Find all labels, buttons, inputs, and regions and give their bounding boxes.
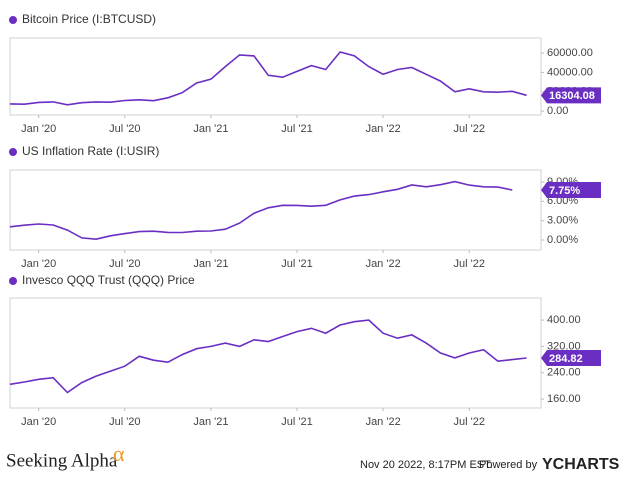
x-tick-label: Jan '22: [366, 123, 401, 135]
brand: Seeking Alpha: [6, 450, 118, 471]
last-value-box: [541, 349, 601, 366]
x-tick-label: Jan '20: [21, 416, 56, 428]
x-tick-label: Jul '22: [454, 416, 485, 428]
x-tick-label: Jan '20: [21, 123, 56, 135]
x-tick-label: Jul '21: [281, 123, 312, 135]
legend-label: Bitcoin Price (I:BTCUSD): [22, 12, 156, 26]
x-tick-label: Jul '20: [109, 416, 140, 428]
x-tick-label: Jul '20: [109, 123, 140, 135]
y-tick-label: 240.00: [547, 367, 581, 379]
y-tick-label: 3.00%: [547, 215, 578, 227]
last-value-label: 16304.08: [549, 90, 595, 102]
timestamp: Nov 20 2022, 8:17PM EST.: [360, 459, 493, 471]
y-tick-label: 6.00%: [547, 195, 578, 207]
x-tick-label: Jan '21: [193, 123, 228, 135]
y-tick-label: 320.00: [547, 340, 581, 352]
last-value-box: [541, 87, 601, 104]
logo-mark: α: [113, 441, 125, 466]
x-tick-label: Jan '21: [193, 416, 228, 428]
x-tick-label: Jul '21: [281, 416, 312, 428]
y-tick-label: 400.00: [547, 314, 581, 326]
legend-marker: [9, 277, 17, 285]
legend-label: US Inflation Rate (I:USIR): [22, 144, 159, 158]
line: [9, 319, 527, 394]
y-tick-label: 40000.00: [547, 66, 593, 78]
last-value-label: 7.75%: [549, 185, 580, 197]
x-tick-label: Jul '20: [109, 258, 140, 270]
last-value-box: [541, 182, 601, 199]
y-tick-label: 60000.00: [547, 47, 593, 59]
x-tick-label: Jan '20: [21, 258, 56, 270]
x-tick-label: Jan '21: [193, 258, 228, 270]
legend-marker: [9, 16, 17, 24]
y-tick-label: 0.00%: [547, 234, 578, 246]
x-tick-label: Jul '22: [454, 258, 485, 270]
powered-by: Powered by: [479, 459, 538, 471]
y-tick-label: 0.00: [547, 105, 568, 117]
legend-marker: [9, 148, 17, 156]
plot-frame: [9, 297, 542, 409]
x-tick-label: Jan '22: [366, 416, 401, 428]
x-tick-label: Jan '22: [366, 258, 401, 270]
x-tick-label: Jul '22: [454, 123, 485, 135]
line: [9, 51, 527, 106]
plot-frame: [9, 169, 542, 251]
provider: YCHARTS: [542, 456, 620, 473]
last-value-label: 284.82: [549, 353, 583, 365]
line: [9, 180, 513, 241]
plot-frame: [9, 37, 542, 116]
legend-label: Invesco QQQ Trust (QQQ) Price: [22, 273, 195, 287]
x-tick-label: Jul '21: [281, 258, 312, 270]
y-tick-label: 160.00: [547, 393, 581, 405]
